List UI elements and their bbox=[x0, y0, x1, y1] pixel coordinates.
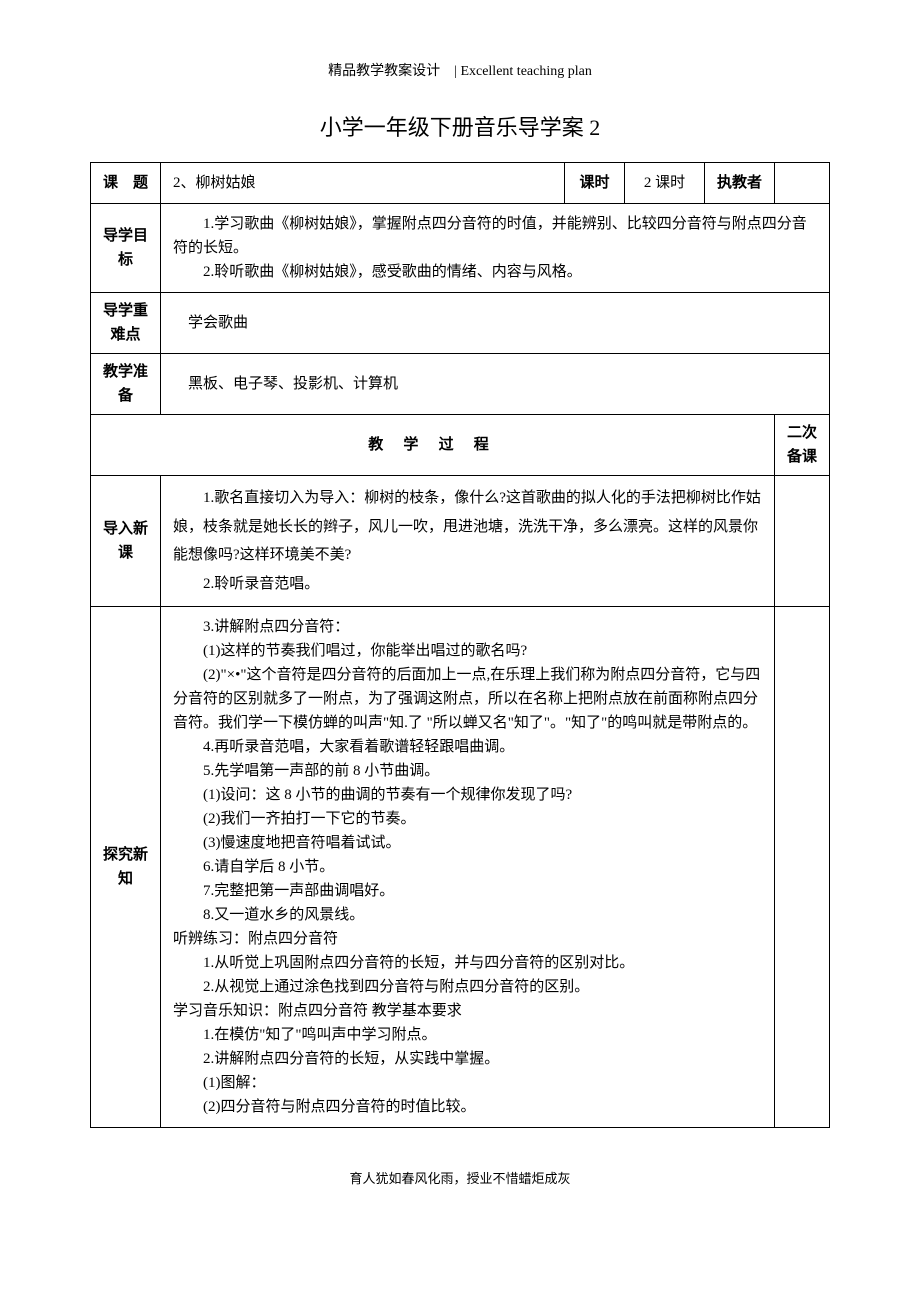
table-row-prepare: 教学准备 黑板、电子琴、投影机、计算机 bbox=[91, 354, 830, 415]
table-row-explore: 探究新知 3.讲解附点四分音符： (1)这样的节奏我们唱过，你能举出唱过的歌名吗… bbox=[91, 607, 830, 1128]
page-title: 小学一年级下册音乐导学案 2 bbox=[90, 110, 830, 142]
explore-line: (1)这样的节奏我们唱过，你能举出唱过的歌名吗? bbox=[173, 639, 762, 663]
explore-line: 1.在模仿"知了"鸣叫声中学习附点。 bbox=[173, 1023, 762, 1047]
explore-line: 3.讲解附点四分音符： bbox=[173, 615, 762, 639]
intro-paragraph-1: 1.歌名直接切入为导入：柳树的枝条，像什么?这首歌曲的拟人化的手法把柳树比作姑娘… bbox=[173, 484, 762, 570]
label-intro: 导入新课 bbox=[91, 476, 161, 607]
explore-line: 8.又一道水乡的风景线。 bbox=[173, 903, 762, 927]
explore-line: (1)图解： bbox=[173, 1071, 762, 1095]
explore-line: (3)慢速度地把音符唱着试试。 bbox=[173, 831, 762, 855]
table-row-process-header: 教 学 过 程 二次备课 bbox=[91, 415, 830, 476]
label-teacher: 执教者 bbox=[705, 163, 775, 204]
value-keypoint: 学会歌曲 bbox=[161, 293, 830, 354]
table-row-intro: 导入新课 1.歌名直接切入为导入：柳树的枝条，像什么?这首歌曲的拟人化的手法把柳… bbox=[91, 476, 830, 607]
value-prepare: 黑板、电子琴、投影机、计算机 bbox=[161, 354, 830, 415]
label-prepare: 教学准备 bbox=[91, 354, 161, 415]
explore-line: (2)我们一齐拍打一下它的节奏。 bbox=[173, 807, 762, 831]
explore-line: 5.先学唱第一声部的前 8 小节曲调。 bbox=[173, 759, 762, 783]
explore-line: 学习音乐知识：附点四分音符 教学基本要求 bbox=[173, 999, 762, 1023]
label-keypoint: 导学重难点 bbox=[91, 293, 161, 354]
secondary-prep-cell-1 bbox=[775, 476, 830, 607]
page-header: 精品教学教案设计 | Excellent teaching plan bbox=[90, 60, 830, 80]
secondary-prep-cell-2 bbox=[775, 607, 830, 1128]
label-secondary-prep: 二次备课 bbox=[775, 415, 830, 476]
explore-line: (1)设问：这 8 小节的曲调的节奏有一个规律你发现了吗? bbox=[173, 783, 762, 807]
explore-line: 2.从视觉上通过涂色找到四分音符与附点四分音符的区别。 bbox=[173, 975, 762, 999]
explore-line: 4.再听录音范唱，大家看着歌谱轻轻跟唱曲调。 bbox=[173, 735, 762, 759]
table-row-keypoint: 导学重难点 学会歌曲 bbox=[91, 293, 830, 354]
intro-paragraph-2: 2.聆听录音范唱。 bbox=[173, 570, 762, 599]
value-objective: 1.学习歌曲《柳树姑娘》，掌握附点四分音符的时值，并能辨别、比较四分音符与附点四… bbox=[161, 204, 830, 293]
explore-line: (2)四分音符与附点四分音符的时值比较。 bbox=[173, 1095, 762, 1119]
lesson-plan-table: 课 题 2、柳树姑娘 课时 2 课时 执教者 导学目标 1.学习歌曲《柳树姑娘》… bbox=[90, 162, 830, 1128]
explore-line: 1.从听觉上巩固附点四分音符的长短，并与四分音符的区别对比。 bbox=[173, 951, 762, 975]
label-objective: 导学目标 bbox=[91, 204, 161, 293]
explore-line: 7.完整把第一声部曲调唱好。 bbox=[173, 879, 762, 903]
content-intro: 1.歌名直接切入为导入：柳树的枝条，像什么?这首歌曲的拟人化的手法把柳树比作姑娘… bbox=[161, 476, 775, 607]
explore-line: 6.请自学后 8 小节。 bbox=[173, 855, 762, 879]
label-period: 课时 bbox=[565, 163, 625, 204]
page-footer: 育人犹如春风化雨，授业不惜蜡炬成灰 bbox=[90, 1168, 830, 1187]
explore-line: (2)"×•"这个音符是四分音符的后面加上一点,在乐理上我们称为附点四分音符，它… bbox=[173, 663, 762, 735]
explore-line: 2.讲解附点四分音符的长短，从实践中掌握。 bbox=[173, 1047, 762, 1071]
process-header: 教 学 过 程 bbox=[91, 415, 775, 476]
content-explore: 3.讲解附点四分音符： (1)这样的节奏我们唱过，你能举出唱过的歌名吗? (2)… bbox=[161, 607, 775, 1128]
table-row-objective: 导学目标 1.学习歌曲《柳树姑娘》，掌握附点四分音符的时值，并能辨别、比较四分音… bbox=[91, 204, 830, 293]
explore-line: 听辨练习：附点四分音符 bbox=[173, 927, 762, 951]
table-row-topic: 课 题 2、柳树姑娘 课时 2 课时 执教者 bbox=[91, 163, 830, 204]
value-topic: 2、柳树姑娘 bbox=[161, 163, 565, 204]
value-teacher bbox=[775, 163, 830, 204]
value-period: 2 课时 bbox=[625, 163, 705, 204]
label-explore: 探究新知 bbox=[91, 607, 161, 1128]
label-topic: 课 题 bbox=[91, 163, 161, 204]
